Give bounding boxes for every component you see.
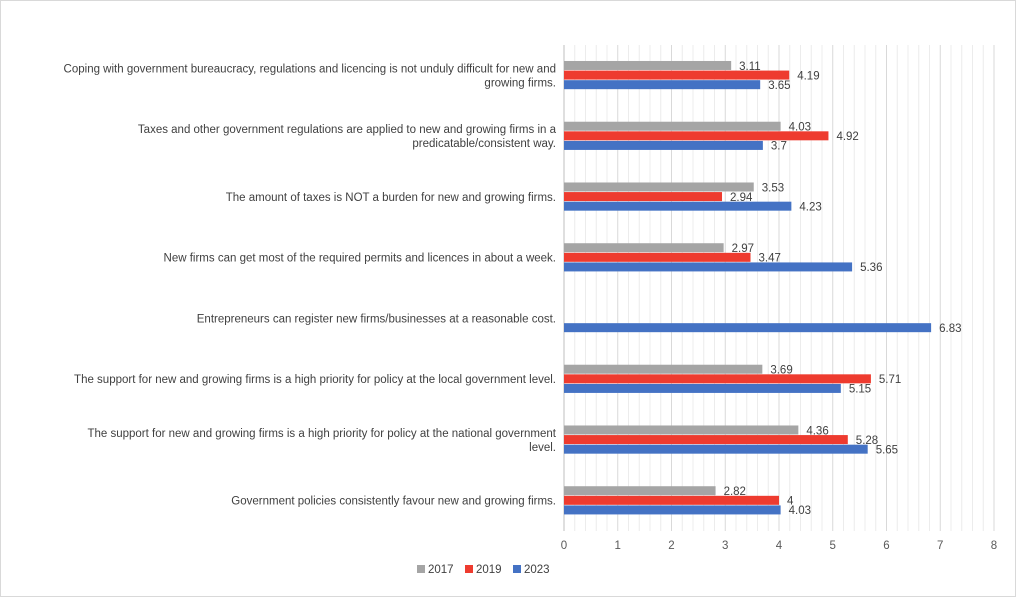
- bar-2019: [564, 435, 848, 445]
- category-label: The support for new and growing firms is…: [87, 428, 556, 454]
- data-label-2019: 2.94: [730, 192, 753, 204]
- x-axis-ticks: 0 1 2 3 4 5 6 7 8: [561, 540, 997, 552]
- category-label-line: The amount of taxes is NOT a burden for …: [226, 192, 556, 204]
- bar-2023: [564, 323, 932, 333]
- category-labels: Coping with government bureaucracy, regu…: [64, 63, 557, 507]
- category-label-line: Entrepreneurs can register new firms/bus…: [197, 313, 556, 325]
- data-label-2019: 3.47: [759, 253, 781, 265]
- x-tick-label: 7: [937, 540, 943, 552]
- data-label-2017: 2.82: [724, 486, 746, 498]
- bar-2017: [564, 364, 763, 374]
- x-tick-label: 4: [776, 540, 783, 552]
- category-label-line: The support for new and growing firms is…: [74, 374, 556, 386]
- x-tick-label: 2: [668, 540, 674, 552]
- category-label-line: Coping with government bureaucracy, regu…: [64, 63, 556, 75]
- data-label-2023: 4.03: [789, 505, 811, 517]
- data-label-2023: 5.36: [860, 262, 882, 274]
- bar-2023: [564, 201, 792, 211]
- bar-2023: [564, 383, 841, 393]
- x-tick-label: 3: [722, 540, 728, 552]
- data-label-2023: 6.83: [939, 323, 961, 335]
- category-label: Coping with government bureaucracy, regu…: [64, 63, 556, 89]
- category-label-line: growing firms.: [484, 77, 556, 89]
- gridlines: [563, 45, 995, 531]
- data-label-2017: 4.03: [789, 122, 811, 134]
- bar-2017: [564, 182, 754, 192]
- bar-2019: [564, 495, 779, 505]
- legend: 2017 2019 2023: [417, 564, 550, 576]
- legend-label-2017: 2017: [428, 564, 454, 576]
- bar-2019: [564, 131, 829, 141]
- legend-label-2023: 2023: [524, 564, 550, 576]
- legend-swatch-2019: [465, 565, 473, 573]
- x-tick-label: 6: [883, 540, 889, 552]
- x-tick-label: 0: [561, 540, 567, 552]
- bar-2019: [564, 70, 790, 80]
- x-tick-label: 1: [615, 540, 621, 552]
- data-label-2023: 3.7: [771, 141, 787, 153]
- data-label-2017: 3.11: [739, 61, 761, 73]
- x-tick-label: 8: [991, 540, 997, 552]
- category-label: The amount of taxes is NOT a burden for …: [226, 192, 556, 204]
- bar-2023: [564, 140, 763, 150]
- category-label: The support for new and growing firms is…: [74, 374, 556, 386]
- category-label-line: Taxes and other government regulations a…: [138, 124, 557, 136]
- data-label-2017: 4.36: [806, 425, 828, 437]
- bar-2017: [564, 60, 732, 70]
- data-label-2023: 5.65: [876, 444, 898, 456]
- x-tick-label: 5: [830, 540, 836, 552]
- data-label-2019: 5.71: [879, 374, 901, 386]
- data-label-2017: 3.69: [770, 365, 792, 377]
- category-label: Entrepreneurs can register new firms/bus…: [197, 313, 556, 325]
- bar-2017: [564, 121, 781, 131]
- data-label-2019: 5.28: [856, 435, 878, 447]
- bar-2023: [564, 80, 761, 90]
- category-label-line: New firms can get most of the required p…: [164, 253, 556, 265]
- category-label: Government policies consistently favour …: [231, 496, 556, 508]
- data-label-2023: 3.65: [768, 80, 790, 92]
- bar-2019: [564, 192, 723, 202]
- category-label: Taxes and other government regulations a…: [138, 124, 557, 150]
- bars: 3.11 4.19 3.65 4.03 4.92 3.7 3.53 2.94 4.23 2.97 3…: [564, 61, 962, 517]
- data-label-2019: 4.92: [836, 131, 858, 143]
- legend-swatch-2023: [513, 565, 521, 573]
- data-label-2019: 4: [787, 496, 794, 508]
- bar-2023: [564, 444, 868, 454]
- category-label-line: predicatable/consistent way.: [412, 138, 556, 150]
- bar-2019: [564, 374, 871, 384]
- data-label-2017: 3.53: [762, 182, 784, 194]
- legend-swatch-2017: [417, 565, 425, 573]
- bar-2017: [564, 425, 799, 435]
- data-label-2017: 2.97: [732, 243, 754, 255]
- legend-label-2019: 2019: [476, 564, 502, 576]
- data-label-2023: 5.15: [849, 384, 871, 396]
- data-label-2023: 4.23: [799, 201, 821, 213]
- category-label-line: The support for new and growing firms is…: [87, 428, 556, 440]
- bar-2023: [564, 505, 781, 515]
- category-label: New firms can get most of the required p…: [164, 253, 556, 265]
- bar-2019: [564, 252, 751, 262]
- category-label-line: Government policies consistently favour …: [231, 496, 556, 508]
- bar-2017: [564, 243, 724, 253]
- bar-2023: [564, 262, 853, 272]
- data-label-2019: 4.19: [797, 70, 819, 82]
- bar-2017: [564, 486, 716, 496]
- category-label-line: level.: [529, 442, 556, 454]
